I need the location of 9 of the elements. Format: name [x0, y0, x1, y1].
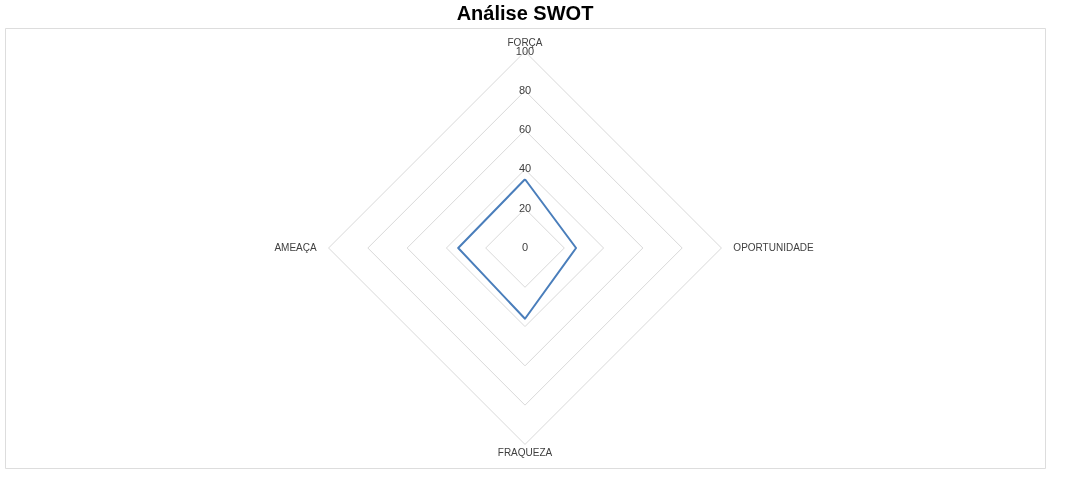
spoke-label: OPORTUNIDADE: [733, 242, 815, 253]
y-tick-label: 80: [518, 83, 532, 96]
spoke-label: FRAQUEZA: [497, 447, 553, 459]
y-tick-label: 20: [518, 201, 532, 214]
chart-title: Análise SWOT: [456, 2, 594, 24]
y-tick-label: 40: [518, 162, 532, 175]
y-tick-label: 0: [521, 241, 529, 253]
spoke-label: AMEAÇA: [274, 242, 317, 253]
y-tick-label: 60: [518, 123, 532, 136]
